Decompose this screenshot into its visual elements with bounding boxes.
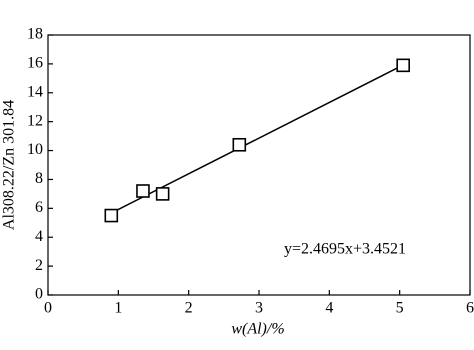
- plot-frame: [47, 34, 471, 296]
- y-tick-label: 8: [35, 170, 43, 187]
- x-axis-label: w(Al)/%: [231, 321, 284, 338]
- x-tick-label: 3: [255, 300, 263, 317]
- x-tick-label: 0: [44, 300, 52, 317]
- y-tick-label: 10: [27, 141, 43, 158]
- x-tick-label: 5: [396, 300, 404, 317]
- y-tick-label: 18: [27, 26, 43, 43]
- x-tick-label: 1: [114, 300, 122, 317]
- x-tick-label: 4: [325, 300, 333, 317]
- point: [136, 184, 150, 198]
- point: [104, 208, 119, 223]
- trend-line: [110, 64, 404, 214]
- y-tick-label: 4: [35, 228, 43, 245]
- point: [396, 58, 410, 73]
- x-tick-label: 6: [466, 300, 474, 317]
- x-tick-label: 2: [185, 300, 193, 317]
- y-axis-label: Al308.22/Zn 301.84: [1, 100, 18, 230]
- y-tick-label: 14: [27, 83, 43, 100]
- y-tick-label: 12: [27, 112, 43, 129]
- y-tick-label: 2: [35, 257, 43, 274]
- point: [155, 187, 170, 201]
- annotation: y=2.4695x+3.4521: [284, 241, 406, 258]
- y-tick-label: 16: [27, 55, 43, 72]
- point: [232, 137, 247, 152]
- y-tick-label: 0: [35, 286, 43, 303]
- y-tick-label: 6: [35, 199, 43, 216]
